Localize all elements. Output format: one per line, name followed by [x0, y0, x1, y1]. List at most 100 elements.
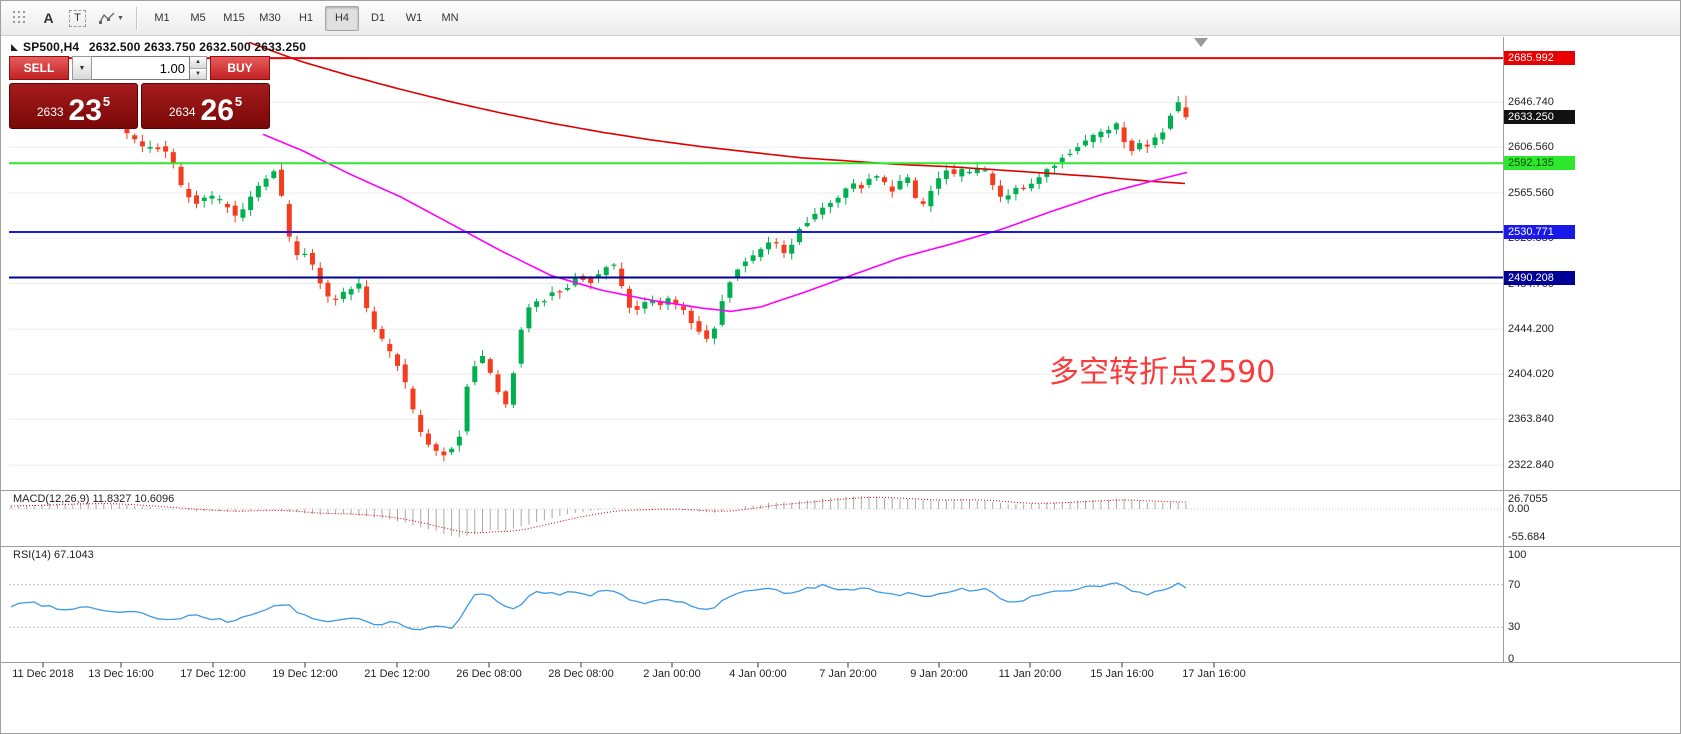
volume-decrease-button[interactable]: ▼	[190, 67, 206, 79]
candle	[1067, 148, 1073, 157]
bid-price-pips: 23	[68, 94, 102, 127]
ma-slow-line[interactable]	[248, 41, 1186, 185]
sell-button[interactable]: SELL	[9, 56, 69, 80]
candle	[371, 306, 377, 333]
macd-panel-area[interactable]	[9, 491, 1503, 546]
candle	[309, 248, 315, 271]
candle	[526, 303, 532, 333]
timeframe-d1-button[interactable]: D1	[370, 12, 386, 24]
chart-shift-marker-icon[interactable]	[1194, 38, 1208, 47]
timeframe-m30-button[interactable]: M30	[259, 12, 281, 24]
candle	[1160, 128, 1166, 145]
candle	[178, 163, 184, 188]
candle	[364, 280, 370, 313]
candle	[1059, 154, 1065, 169]
line-studies-button[interactable]: ▼	[92, 5, 130, 32]
time-axis-area[interactable]	[1, 663, 1503, 689]
candle	[1152, 133, 1158, 149]
buy-button[interactable]: BUY	[210, 56, 270, 80]
candle	[1098, 128, 1104, 143]
candle	[565, 283, 571, 292]
candle	[626, 285, 632, 314]
rsi-panel-area[interactable]	[9, 547, 1503, 662]
candle	[456, 430, 462, 452]
candle	[874, 174, 880, 182]
candle	[851, 178, 857, 193]
candle	[464, 383, 470, 436]
candle	[402, 358, 408, 389]
candle	[1075, 143, 1081, 155]
candle	[758, 247, 764, 262]
candle	[1106, 126, 1112, 138]
toolbar-separator	[136, 6, 138, 30]
candle	[425, 429, 431, 448]
candle	[449, 447, 455, 456]
candle	[395, 352, 400, 372]
timeframe-m15-button[interactable]: M15	[223, 12, 245, 24]
candle	[920, 197, 926, 207]
timeframe-h1-button[interactable]: H1	[298, 12, 314, 24]
candle	[418, 409, 424, 437]
volume-input[interactable]	[92, 56, 190, 80]
candle	[820, 202, 826, 220]
timeframe-w1-button[interactable]: W1	[405, 12, 423, 24]
candle	[518, 327, 524, 368]
volume-increase-button[interactable]: ▲	[190, 57, 206, 68]
candle	[657, 297, 663, 311]
candle	[681, 302, 687, 315]
label-tool-button[interactable]: T	[63, 5, 92, 32]
price-axis-area[interactable]	[1504, 37, 1680, 662]
candle	[1144, 139, 1150, 153]
candle	[1052, 162, 1058, 174]
candle	[835, 195, 841, 208]
candle	[279, 163, 285, 198]
candle	[441, 447, 447, 462]
rsi-indicator-label: RSI(14) 67.1043	[13, 549, 94, 561]
candle	[1113, 121, 1119, 135]
candle	[1137, 139, 1143, 152]
caret-down-icon: ▼	[117, 14, 124, 22]
candle	[789, 238, 795, 260]
macd-signal-line	[10, 496, 1186, 534]
text-tool-button[interactable]: A	[34, 5, 63, 32]
candle	[634, 300, 640, 315]
candle	[1183, 95, 1189, 120]
bid-price-point: 5	[102, 94, 111, 109]
candle	[827, 200, 833, 214]
candle	[611, 263, 617, 270]
candle	[843, 187, 849, 205]
bid-price-button[interactable]: 2633 23 5	[9, 83, 138, 129]
candle	[881, 175, 887, 186]
text-tool-icon: A	[43, 10, 54, 26]
candle	[905, 174, 911, 187]
candle	[704, 325, 710, 343]
macd-indicator-label: MACD(12,26,9) 11.8327 10.6096	[13, 493, 175, 505]
toolbar-grip-icon[interactable]	[5, 5, 34, 32]
caret-down-icon: ▼	[78, 64, 86, 72]
candle	[1021, 184, 1027, 191]
candle	[194, 190, 200, 209]
candle	[232, 200, 238, 223]
timeframe-mn-button[interactable]: MN	[441, 12, 459, 24]
timeframe-m1-button[interactable]: M1	[154, 12, 170, 24]
ask-price-pips: 26	[200, 94, 234, 127]
ohlc-toggle-icon[interactable]	[11, 44, 18, 51]
candle	[1129, 138, 1135, 156]
ask-price-button[interactable]: 2634 26 5	[141, 83, 270, 129]
timeframe-h4-button[interactable]: H4	[325, 5, 359, 31]
candle	[688, 307, 694, 330]
candle	[155, 143, 161, 153]
candle	[1005, 189, 1011, 204]
candle	[294, 235, 300, 261]
chart-text-annotation[interactable]: 多空转折点2590	[1049, 355, 1276, 390]
timeframe-m5-button[interactable]: M5	[190, 12, 206, 24]
candle	[642, 297, 648, 314]
candle	[248, 191, 254, 216]
volume-dropdown-button[interactable]: ▼	[72, 56, 92, 80]
candle	[727, 280, 733, 303]
candle	[495, 369, 501, 395]
candle	[534, 298, 540, 312]
ma-fast-line[interactable]	[262, 133, 1188, 313]
